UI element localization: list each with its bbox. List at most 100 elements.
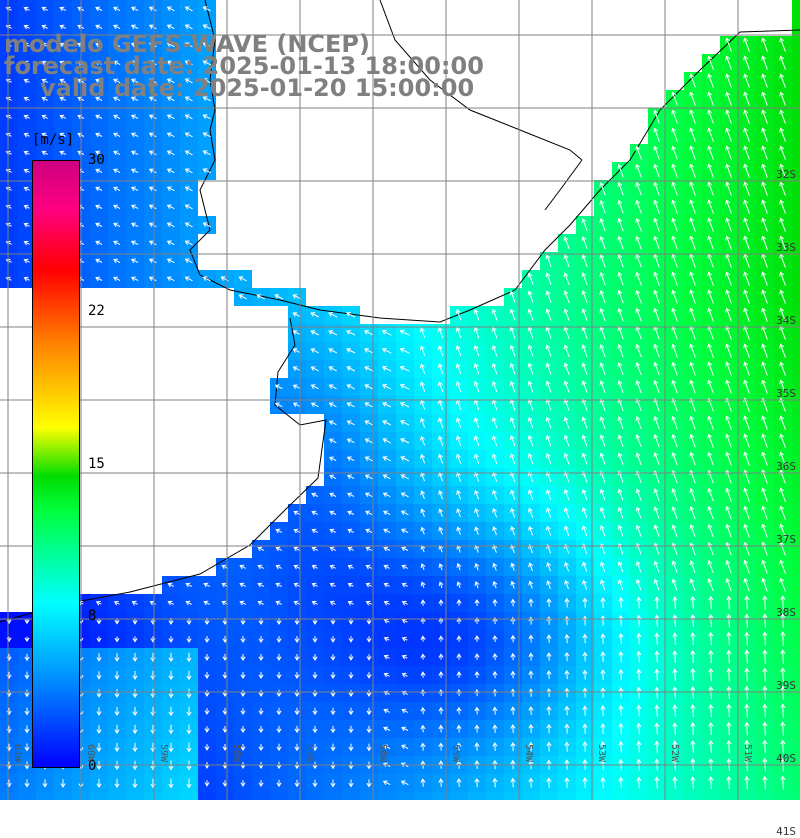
wind-arrow <box>293 510 301 516</box>
wind-arrow <box>95 132 103 138</box>
wind-arrow <box>166 222 175 228</box>
wind-speed-cell <box>792 648 800 666</box>
wind-arrow <box>130 114 139 120</box>
wind-arrow <box>455 417 462 428</box>
wind-arrow <box>780 775 786 790</box>
wind-arrow <box>635 271 642 286</box>
wind-arrow <box>492 526 497 536</box>
wind-arrow <box>707 91 714 106</box>
wind-arrow <box>617 235 624 250</box>
wind-arrow <box>257 600 264 606</box>
wind-arrow <box>149 600 156 606</box>
wind-arrow <box>546 723 552 734</box>
wind-arrow <box>725 559 732 574</box>
wind-arrow <box>761 325 768 340</box>
wind-arrow <box>383 672 390 678</box>
wind-arrow <box>95 276 103 282</box>
wind-arrow <box>311 528 318 534</box>
wind-arrow <box>420 671 426 678</box>
latitude-label: 35S <box>776 387 796 400</box>
wind-arrow <box>148 258 157 264</box>
wind-arrow <box>311 582 318 588</box>
wind-arrow <box>400 420 410 426</box>
wind-speed-cell <box>792 72 800 90</box>
coastline-north <box>189 0 800 323</box>
wind-arrow <box>617 524 624 537</box>
wind-arrow <box>400 528 409 534</box>
wind-arrow <box>689 524 696 538</box>
wind-arrow <box>725 325 732 340</box>
wind-arrow <box>438 742 444 751</box>
wind-arrow <box>527 434 534 447</box>
latitude-label: 33S <box>776 241 796 254</box>
wind-arrow <box>509 344 516 357</box>
wind-arrow <box>743 163 750 178</box>
wind-speed-cell <box>792 18 800 36</box>
wind-arrow <box>617 488 624 501</box>
wind-arrow <box>743 379 750 394</box>
wind-arrow <box>635 578 642 591</box>
wind-arrow <box>636 740 642 753</box>
wind-arrow <box>166 258 175 264</box>
wind-arrow <box>168 742 174 753</box>
wind-arrow <box>743 217 750 232</box>
wind-arrow <box>654 686 660 699</box>
wind-arrow <box>671 91 678 106</box>
wind-arrow <box>743 235 750 250</box>
wind-arrow <box>256 294 266 300</box>
wind-arrow <box>328 312 338 318</box>
wind-arrow <box>347 582 354 588</box>
wind-arrow <box>780 703 786 718</box>
wind-arrow <box>761 487 768 502</box>
wind-arrow <box>474 544 480 553</box>
wind-arrow <box>743 109 750 124</box>
wind-arrow <box>528 562 534 572</box>
wind-arrow <box>761 73 768 88</box>
wind-arrow <box>528 670 534 679</box>
wind-arrow <box>653 289 660 304</box>
wind-arrow <box>726 739 732 754</box>
longitude-label: 52W <box>669 744 680 763</box>
wind-arrow <box>581 398 588 411</box>
wind-arrow <box>617 253 624 268</box>
wind-speed-cell <box>792 108 800 126</box>
wind-arrow <box>114 724 120 735</box>
wind-arrow <box>726 721 732 736</box>
wind-arrow <box>23 150 30 156</box>
wind-arrow <box>366 725 372 734</box>
wind-arrow <box>617 380 624 394</box>
wind-arrow <box>564 705 570 716</box>
wind-arrow <box>329 546 336 552</box>
wind-speed-cell <box>792 54 800 72</box>
wind-arrow <box>113 222 121 228</box>
wind-arrow <box>779 181 786 196</box>
wind-arrow <box>707 343 714 358</box>
wind-arrow <box>276 689 282 698</box>
wind-arrow <box>599 272 606 286</box>
wind-arrow <box>293 600 300 606</box>
wind-arrow <box>132 724 138 735</box>
wind-arrow <box>725 163 732 178</box>
wind-arrow <box>294 743 300 752</box>
wind-arrow <box>689 91 696 106</box>
wind-arrow <box>653 199 660 214</box>
wind-arrow <box>399 384 410 390</box>
wind-arrow <box>130 168 139 174</box>
wind-arrow <box>202 114 211 120</box>
wind-arrow <box>654 614 660 627</box>
wind-arrow <box>202 132 211 138</box>
wind-speed-cell <box>792 342 800 360</box>
wind-arrow <box>330 654 336 661</box>
wind-speed-cell <box>792 558 800 576</box>
wind-arrow <box>491 453 498 464</box>
wind-arrow <box>599 200 606 214</box>
wind-arrow <box>202 60 211 66</box>
border-line <box>379 0 583 161</box>
wind-arrow <box>762 775 768 790</box>
wind-arrow <box>310 366 319 372</box>
wind-arrow <box>59 132 67 138</box>
map-area <box>0 0 800 800</box>
valid-date: valid date: 2025-01-20 15:00:00 <box>40 74 475 102</box>
wind-arrow <box>202 6 211 12</box>
wind-arrow <box>582 723 588 734</box>
